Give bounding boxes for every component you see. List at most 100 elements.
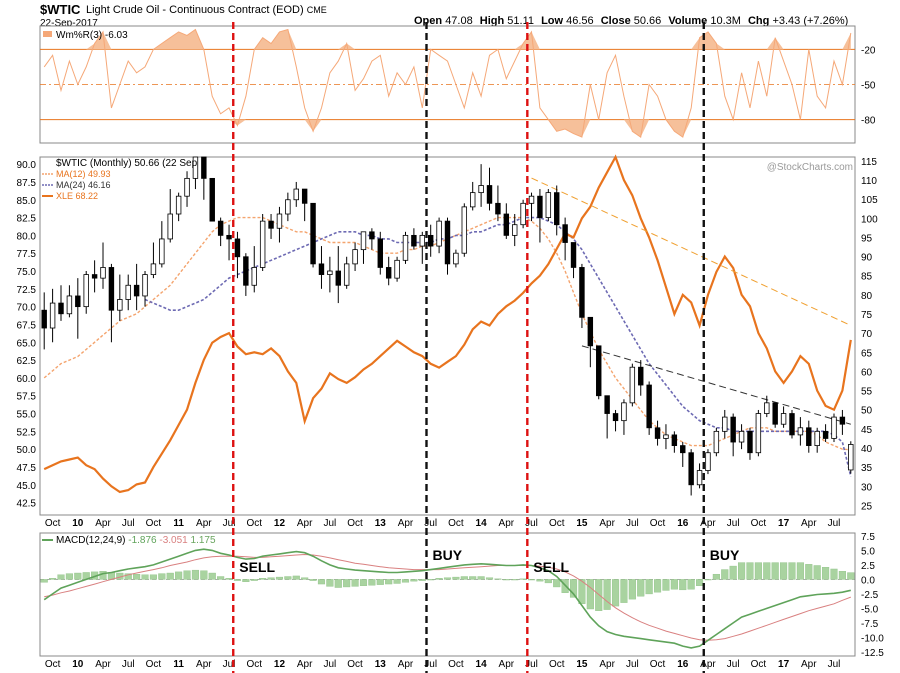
price-right-tick: 25	[861, 501, 873, 512]
candle-body	[520, 202, 526, 226]
price-candle	[385, 256, 392, 286]
price-left-tick: 50.0	[17, 445, 37, 456]
candle-body	[251, 267, 257, 286]
high-label: High	[479, 15, 505, 27]
price-candle	[797, 417, 804, 446]
candle-body	[234, 238, 241, 258]
price-candle	[688, 449, 694, 496]
macd-x-tick-label: Oct	[45, 659, 61, 670]
price-legend-ma12: MA(12) 49.93	[56, 169, 111, 179]
candle-body	[646, 384, 652, 429]
candle-body	[612, 413, 619, 422]
macd-histogram-bar	[460, 576, 468, 580]
willr-panel: -20 -50 -80 Wm%R(3) -6.03	[39, 25, 876, 144]
price-candle	[503, 203, 510, 239]
low-value: 46.56	[566, 15, 594, 27]
macd-histogram-bar	[569, 579, 578, 598]
macd-histogram-bar	[754, 562, 762, 580]
price-candle	[201, 156, 207, 200]
candle-body	[75, 295, 81, 308]
macd-histogram-bar	[628, 579, 636, 600]
macd-histogram-bar	[200, 570, 208, 580]
price-candle	[318, 246, 325, 289]
price-candle	[604, 395, 610, 439]
macd-histogram-bar	[309, 579, 317, 581]
macd-histogram-bar	[687, 579, 695, 590]
macd-histogram-bar	[401, 579, 410, 583]
price-candle	[369, 228, 375, 250]
candle-body	[579, 267, 585, 318]
macd-x-tick-label: 12	[274, 659, 286, 670]
trendline	[531, 177, 852, 326]
macd-histogram-bar	[519, 578, 527, 580]
price-left-tick: 82.5	[17, 214, 37, 225]
price-x-tick-label: Oct	[448, 518, 464, 529]
macd-histogram-bar	[780, 562, 788, 580]
macd-x-tick-label: Apr	[95, 659, 111, 670]
candle-body	[100, 267, 106, 279]
macd-histogram-bar	[326, 579, 334, 587]
price-x-tick-label: Jul	[122, 518, 135, 529]
candle-body	[83, 274, 89, 308]
macd-histogram-bar	[611, 579, 620, 607]
price-x-tick-label: 11	[173, 518, 184, 529]
price-right-tick: 45	[861, 425, 873, 436]
price-x-tick-label: Apr	[700, 518, 716, 529]
volume-label: Volume	[668, 15, 708, 27]
macd-x-tick-label: Apr	[700, 659, 716, 670]
price-candle	[638, 360, 644, 396]
candle-body	[360, 231, 367, 251]
price-candle	[301, 188, 308, 222]
price-candle	[722, 409, 728, 439]
candle-body	[764, 402, 770, 414]
candle-body	[663, 434, 669, 439]
candle-body	[419, 234, 426, 247]
exchange-label: CME	[306, 5, 327, 15]
macd-histogram-bar	[158, 573, 166, 580]
macd-histogram-bar	[485, 577, 494, 580]
price-left-tick: 60.0	[17, 374, 37, 385]
macd-histogram-bar	[376, 579, 384, 585]
macd-panel: 7.5 5.0 2.5 0.0 -2.5 -5.0 -7.5 -10.0 -12.5 MACD(1…	[39, 532, 884, 659]
price-x-tick-label: Jul	[828, 518, 841, 529]
open-label: Open	[414, 15, 443, 27]
price-candle	[377, 231, 383, 275]
macd-x-tick-label: Oct	[751, 659, 767, 670]
candle-body	[528, 195, 535, 204]
macd-histogram-bar	[368, 579, 376, 586]
candle-body	[570, 242, 577, 268]
candle-body	[377, 238, 383, 268]
candle-body	[772, 402, 778, 425]
candle-body	[680, 445, 686, 454]
macd-histogram-bar	[830, 568, 838, 580]
price-candle	[461, 203, 468, 257]
macd-x-tick-label: Apr	[599, 659, 615, 670]
macd-x-tick-label: Apr	[297, 659, 313, 670]
price-candle	[167, 189, 173, 243]
macd-x-tick-label: Jul	[727, 659, 740, 670]
candle-body	[217, 220, 224, 236]
candle-body	[276, 213, 283, 229]
price-left-tick: 85.0	[17, 196, 37, 207]
willr-legend: Wm%R(3) -6.03	[56, 30, 128, 41]
candle-body	[713, 430, 720, 454]
macd-x-tick-label: Oct	[246, 659, 262, 670]
macd-tick-label: -5.0	[861, 604, 879, 615]
candle-body	[343, 263, 350, 286]
chart-instrument-name: Light Crude Oil - Continuous Contract (E…	[86, 4, 327, 16]
macd-tick-label: -10.0	[861, 633, 884, 644]
price-candle	[596, 345, 602, 400]
candle-body	[478, 185, 484, 194]
price-x-tick-label: Oct	[246, 518, 262, 529]
macd-histogram-bar	[620, 579, 628, 603]
candle-body	[755, 413, 762, 454]
macd-x-tick-label: Apr	[398, 659, 414, 670]
candle-body	[369, 231, 375, 240]
macd-x-tick-label: 16	[677, 659, 689, 670]
macd-histogram-bar	[763, 562, 771, 580]
macd-legend-part: -1.876	[125, 535, 157, 546]
candle-body	[537, 195, 543, 218]
candle-body	[352, 249, 358, 265]
price-right-tick: 50	[861, 406, 873, 417]
price-x-tick-label: Apr	[398, 518, 414, 529]
